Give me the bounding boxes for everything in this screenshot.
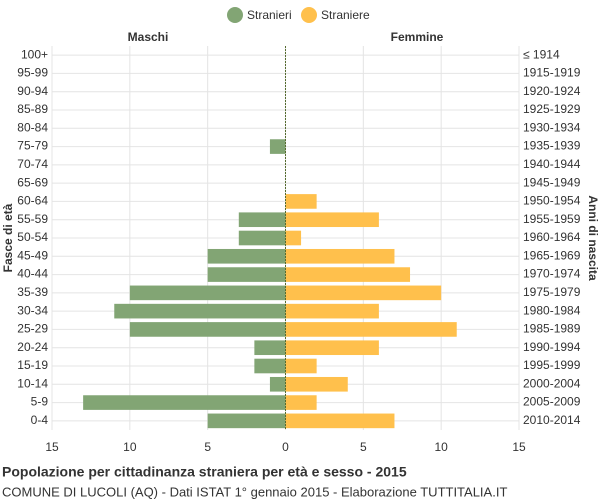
bar	[269, 139, 286, 154]
y-tick-label: 95-99	[17, 66, 48, 80]
y-tick-label: 80-84	[17, 120, 48, 134]
y-tick-label: 90-94	[17, 84, 48, 98]
y-tick-label: 25-29	[17, 322, 48, 336]
y-tick-label: 35-39	[17, 285, 48, 299]
y2-tick-label: 2000-2004	[523, 376, 581, 390]
y2-tick-label: 1995-1999	[523, 358, 581, 372]
bar	[207, 267, 286, 282]
y2-tick-label: 1960-1964	[523, 230, 581, 244]
chart-title: Popolazione per cittadinanza straniera p…	[2, 464, 407, 480]
x-tick-label: 15	[512, 440, 526, 454]
y2-tick-label: 1950-1954	[523, 194, 581, 208]
left-label: Maschi	[128, 30, 169, 44]
x-tick-label: 10	[123, 440, 137, 454]
bar	[238, 212, 286, 228]
y2-tick-label: 1985-1989	[523, 322, 581, 336]
chart-subtitle: COMUNE DI LUCOLI (AQ) - Dati ISTAT 1° ge…	[2, 484, 507, 499]
y-tick-label: 40-44	[17, 267, 48, 281]
bar	[285, 340, 379, 356]
y-axis-title: Fasce di età	[1, 203, 15, 272]
y-tick-label: 60-64	[17, 194, 48, 208]
bar	[238, 230, 286, 246]
y2-tick-label: 2005-2009	[523, 395, 581, 409]
y2-tick-label: 1920-1924	[523, 84, 581, 98]
bar	[285, 395, 317, 410]
y2-tick-label: ≤ 1914	[523, 47, 560, 61]
y2-tick-label: 1965-1969	[523, 248, 581, 262]
bar	[207, 413, 286, 429]
y-tick-label: 20-24	[17, 340, 48, 354]
bar	[285, 230, 302, 246]
y-tick-label: 70-74	[17, 157, 48, 171]
y-tick-label: 45-49	[17, 248, 48, 262]
x-tick-label: 15	[45, 440, 59, 454]
bar	[114, 303, 286, 319]
y2-tick-label: 1930-1934	[523, 120, 581, 134]
y2-tick-label: 1940-1944	[523, 157, 581, 171]
y2-tick-label: 1925-1929	[523, 102, 581, 116]
right-label: Femmine	[391, 30, 444, 44]
y2-tick-label: 1990-1994	[523, 340, 581, 354]
legend-swatch	[301, 7, 317, 23]
y2-tick-label: 1955-1959	[523, 212, 581, 226]
bar	[285, 322, 457, 337]
bar	[254, 340, 286, 356]
bar	[285, 358, 317, 374]
y2-tick-label: 1975-1979	[523, 285, 581, 299]
legend-label: Straniere	[321, 8, 370, 22]
bar	[285, 413, 395, 429]
y-tick-label: 85-89	[17, 102, 48, 116]
y2-axis-title: Anni di nascita	[586, 195, 600, 281]
x-tick-label: 5	[360, 440, 367, 454]
y-tick-label: 5-9	[31, 395, 49, 409]
bar	[83, 395, 286, 410]
bar	[285, 376, 348, 392]
bar	[129, 285, 286, 301]
y2-tick-label: 1970-1974	[523, 267, 581, 281]
x-tick-label: 5	[204, 440, 211, 454]
y2-tick-label: 1980-1984	[523, 303, 581, 317]
y2-tick-label: 1935-1939	[523, 139, 581, 153]
bar	[285, 212, 379, 228]
bar	[285, 303, 379, 319]
y-tick-label: 0-4	[31, 413, 49, 427]
y-tick-label: 55-59	[17, 212, 48, 226]
y-tick-label: 75-79	[17, 139, 48, 153]
bar	[269, 376, 286, 392]
bar	[285, 194, 317, 209]
y-tick-label: 15-19	[17, 358, 48, 372]
bar	[285, 248, 395, 264]
x-tick-label: 10	[434, 440, 448, 454]
x-tick-label: 0	[282, 440, 289, 454]
y-tick-label: 10-14	[17, 376, 48, 390]
bar	[254, 358, 286, 374]
y-tick-label: 100+	[21, 47, 48, 61]
y2-tick-label: 1945-1949	[523, 175, 581, 189]
y-tick-label: 65-69	[17, 175, 48, 189]
bar	[285, 267, 411, 282]
bar	[207, 248, 286, 264]
legend-label: Stranieri	[247, 8, 292, 22]
y-tick-label: 50-54	[17, 230, 48, 244]
y-tick-label: 30-34	[17, 303, 48, 317]
legend-swatch	[227, 7, 243, 23]
bar	[129, 322, 286, 337]
bar	[285, 285, 442, 301]
y2-tick-label: 1915-1919	[523, 66, 581, 80]
y2-tick-label: 2010-2014	[523, 413, 581, 427]
